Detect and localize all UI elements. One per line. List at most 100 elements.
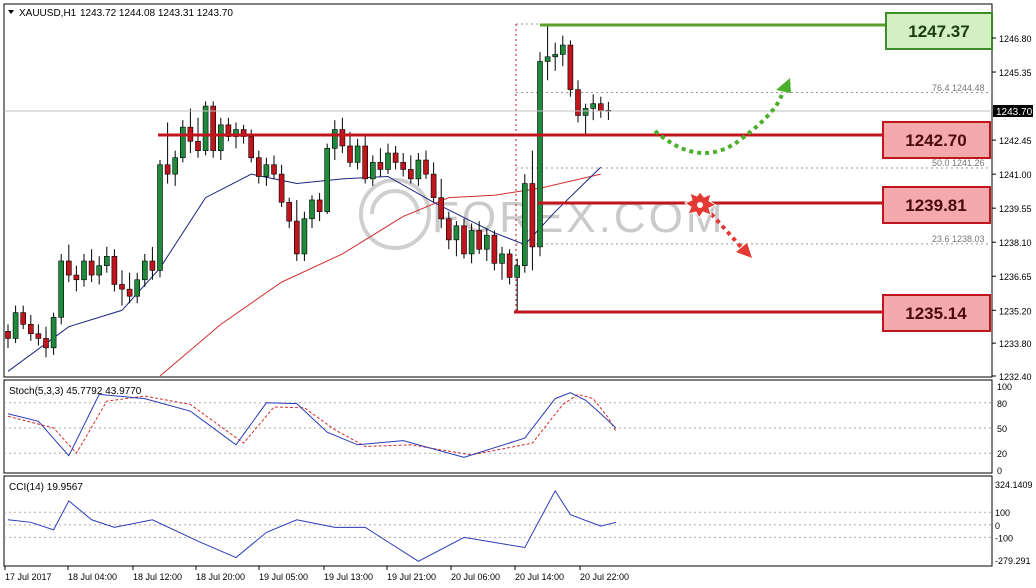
current-price-label: 1243.70 xyxy=(996,107,1033,118)
candle-bull xyxy=(58,260,65,318)
fib-label-76: 76.4 1244.48 xyxy=(932,83,985,93)
candle-bear xyxy=(43,338,49,349)
candle-bear xyxy=(240,129,247,137)
candle-bull xyxy=(369,162,376,180)
level-box-1239: 1239.81 xyxy=(882,186,991,224)
stoch-tick-label: 100 xyxy=(997,382,1012,392)
candle-bull xyxy=(172,157,178,175)
time-tick-label: 20 Jul 06:00 xyxy=(451,572,500,582)
candle-bear xyxy=(248,136,254,159)
time-tick-label: 19 Jul 21:00 xyxy=(387,572,436,582)
candle-bear xyxy=(316,199,323,212)
candle-bull xyxy=(354,145,361,163)
candle-bull xyxy=(81,260,87,281)
time-tick-label: 20 Jul 22:00 xyxy=(580,572,629,582)
level-box-1242: 1242.70 xyxy=(882,121,991,159)
stoch-panel-border xyxy=(3,379,993,474)
stoch-levels xyxy=(4,402,992,454)
candle-bull xyxy=(202,105,209,151)
fib-retracement-lines xyxy=(515,23,992,312)
candle-bear xyxy=(597,103,604,112)
candle-bear xyxy=(400,162,407,170)
watermark-text: FOREX.COM xyxy=(432,193,725,242)
level-box-label: 1235.14 xyxy=(905,304,967,323)
candle-bull xyxy=(499,253,505,264)
candle-bull xyxy=(263,164,270,177)
candle-bull xyxy=(324,148,331,212)
fib-label-50: 50.0 1241.26 xyxy=(932,158,985,168)
symbol-title: XAUUSD,H1 xyxy=(19,8,77,19)
price-tick-label: 1241.00 xyxy=(999,170,1032,180)
price-tick-label: 1235.20 xyxy=(999,306,1032,316)
candle-bull xyxy=(521,183,528,266)
candle-bear xyxy=(438,197,445,220)
candle-bear xyxy=(423,159,429,175)
time-tick-label: 19 Jul 13:00 xyxy=(324,572,373,582)
candle-bear xyxy=(35,333,42,339)
candle-bull xyxy=(552,54,559,58)
candle-bear xyxy=(88,260,95,276)
candle-bull xyxy=(157,164,163,271)
candle-bear xyxy=(567,44,574,90)
candle-bull xyxy=(142,260,148,281)
candle-bear xyxy=(225,124,232,137)
candle-bear xyxy=(347,145,353,163)
stoch-lines xyxy=(7,392,617,458)
current-price-tag xyxy=(993,105,1033,117)
cci-tick-label: -100 xyxy=(995,533,1013,543)
price-tick-label: 1242.45 xyxy=(999,136,1032,146)
candle-bear xyxy=(278,173,285,203)
candle-bear xyxy=(210,105,216,151)
candle-bear xyxy=(286,202,293,222)
time-tick-label: 18 Jul 12:00 xyxy=(133,572,182,582)
candle-bull xyxy=(590,103,597,109)
candle-bull xyxy=(50,317,57,349)
price-tick-label: 1233.80 xyxy=(999,339,1032,349)
candle-bear xyxy=(339,129,346,147)
price-tick-label: 1246.80 xyxy=(999,34,1032,44)
candle-bull xyxy=(180,126,186,159)
main-panel-border xyxy=(3,3,993,378)
stoch-tick-label: 80 xyxy=(997,399,1007,409)
candle-bear xyxy=(66,260,72,276)
time-tick-label: 18 Jul 20:00 xyxy=(196,572,245,582)
candle-bear xyxy=(271,164,277,175)
candle-bull xyxy=(537,61,543,248)
candle-bear xyxy=(430,173,437,198)
candle-bull xyxy=(134,279,140,297)
candle-bull xyxy=(559,44,566,55)
candle-bear xyxy=(445,218,452,241)
cci-tick-label: -279.291 xyxy=(995,556,1031,566)
symbol-dropdown-icon[interactable] xyxy=(8,10,14,14)
candle-bull xyxy=(415,159,422,180)
candle-bear xyxy=(20,312,27,325)
stoch-signal-line xyxy=(7,393,617,456)
candle-bear xyxy=(73,274,80,281)
cci-line xyxy=(7,489,617,562)
cci-tick-label: 100 xyxy=(995,508,1010,518)
fast-moving-average xyxy=(7,166,602,372)
time-tick-label: 19 Jul 05:00 xyxy=(259,572,308,582)
candle-bull xyxy=(233,129,239,137)
price-axis: 1246.80 1245.35 1242.45 1241.00 1239.55 1238.… xyxy=(992,34,1032,382)
candle-bear xyxy=(119,284,125,290)
time-tick-label: 17 Jul 2017 xyxy=(5,572,52,582)
watermark-logo: FOREX.COM xyxy=(359,178,725,250)
level-box-1235: 1235.14 xyxy=(882,294,991,332)
level-box-1247: 1247.37 xyxy=(885,12,993,50)
cci-levels xyxy=(4,511,992,538)
stoch-tick-label: 0 xyxy=(997,466,1002,476)
candle-bull xyxy=(453,225,460,241)
candle-bull xyxy=(331,129,338,149)
fib-label-23: 23.6 1238.03 xyxy=(932,234,985,244)
time-axis: 17 Jul 2017 18 Jul 04:00 18 Jul 12:00 18 Ju… xyxy=(4,566,629,582)
candle-bear xyxy=(195,140,201,151)
level-box-label: 1242.70 xyxy=(905,131,966,150)
cci-tick-label: 324.1409 xyxy=(995,480,1033,490)
cci-panel-border xyxy=(3,475,993,567)
candle-bear xyxy=(255,157,262,177)
level-box-label: 1239.81 xyxy=(905,196,966,215)
cci-label: CCI(14) 19.9567 xyxy=(9,482,83,493)
stoch-axis: 100 80 50 20 0 xyxy=(997,382,1012,476)
